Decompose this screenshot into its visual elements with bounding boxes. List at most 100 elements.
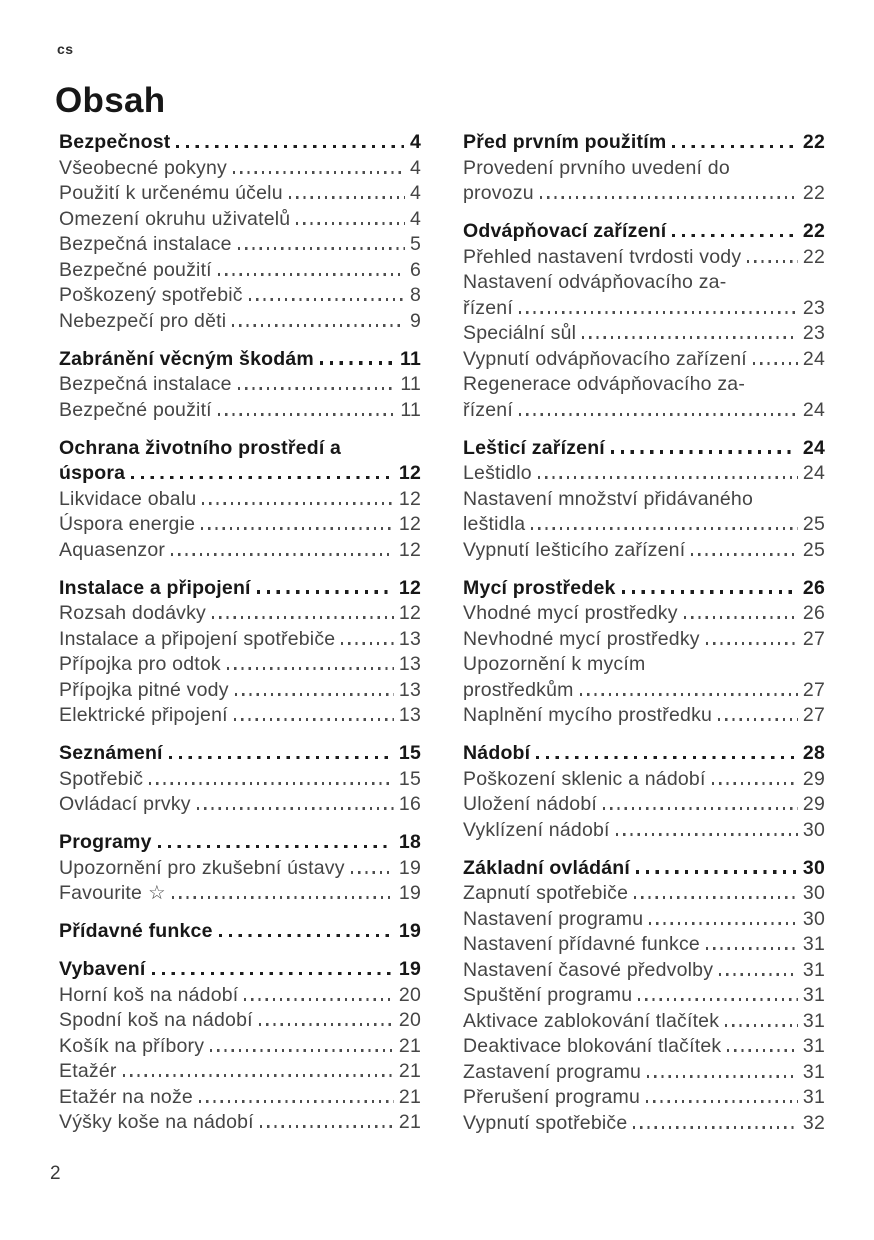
dot-leader: [537, 476, 798, 479]
dot-leader: [719, 972, 798, 976]
dot-leader: [672, 233, 797, 237]
dot-leader: [122, 1074, 394, 1077]
toc-entry: Vypnutí lešticího zařízení 25: [463, 538, 825, 564]
entry-label: Spuštění programu: [463, 984, 633, 1006]
entry-label: Spotřebič: [59, 767, 144, 790]
toc-entry: Nevhodné mycí prostředky 27: [463, 627, 825, 653]
entry-label: Vypnutí spotřebiče: [463, 1111, 628, 1134]
dot-leader: [610, 450, 797, 454]
toc-entry: Výšky koše na nádobí 21: [59, 1110, 421, 1136]
dot-leader: [157, 844, 393, 848]
toc-section: Mycí prostředek 26 Vhodné mycí prostředky 2…: [463, 576, 825, 729]
dot-leader: [196, 807, 394, 810]
dot-leader: [131, 475, 393, 479]
entry-label: Upozornění k mycím: [463, 653, 646, 675]
page-ref: 25: [802, 513, 825, 535]
entry-label: Aktivace zablokování tlačítek: [463, 1009, 720, 1032]
dot-leader: [633, 1125, 798, 1129]
toc-entry: Provedení prvního uvedení do: [463, 156, 825, 182]
page-ref: 30: [802, 882, 825, 904]
page-ref: 24: [802, 436, 825, 459]
dot-leader: [256, 590, 393, 594]
toc-entry: Uložení nádobí 29: [463, 792, 825, 818]
toc-section: Zabránění věcným škodám 11 Bezpečná instal…: [59, 347, 421, 424]
dot-leader: [210, 1048, 394, 1052]
dot-leader: [234, 692, 394, 696]
toc-entry: Vypnutí odvápňovacího zařízení 24: [463, 347, 825, 373]
entry-label: provozu: [463, 182, 534, 204]
toc-entry: Košík na příbory 21: [59, 1034, 421, 1060]
page-ref: 19: [398, 856, 421, 879]
page-ref: 30: [802, 818, 825, 841]
entry-label: Speciální sůl: [463, 322, 577, 344]
entry-label: Poškození sklenic a nádobí: [463, 767, 706, 790]
entry-label: Nastavení přídavné funkce: [463, 933, 700, 955]
dot-leader: [218, 933, 393, 937]
section-title: Přídavné funkce: [59, 920, 213, 942]
entry-label: Instalace a připojení spotřebiče: [59, 627, 336, 650]
page-ref: 31: [802, 1086, 825, 1108]
page-ref: 26: [802, 602, 825, 624]
toc-section-heading: Nádobí 28: [463, 741, 825, 767]
toc-entry: řízení 23: [463, 296, 825, 322]
entry-label: řízení: [463, 296, 513, 319]
entry-label: Košík na příbory: [59, 1034, 205, 1057]
toc-entry: Přípojka pro odtok 13: [59, 652, 421, 678]
entry-label: Přípojka pro odtok: [59, 653, 221, 675]
section-title: Bezpečnost: [59, 131, 171, 153]
page-ref: 13: [398, 627, 421, 650]
dot-leader: [350, 870, 394, 874]
toc-entry: Elektrické připojení 13: [59, 703, 421, 729]
page-ref: 27: [802, 678, 825, 701]
toc-entry: Nastavení množství přidávaného: [463, 487, 825, 513]
page-ref: 12: [398, 602, 421, 624]
page-ref: 15: [398, 742, 421, 764]
entry-label: Nevhodné mycí prostředky: [463, 627, 700, 650]
toc-section-heading: úspora 12: [59, 461, 421, 487]
toc-entry: Upozornění pro zkušební ústavy 19: [59, 856, 421, 882]
star-icon: ☆: [148, 882, 166, 904]
page-ref: 29: [802, 793, 825, 815]
toc-entry: Spodní koš na nádobí 20: [59, 1008, 421, 1034]
dot-leader: [198, 1099, 394, 1103]
page-ref: 16: [398, 793, 421, 815]
toc-entry: Likvidace obalu 12: [59, 487, 421, 513]
entry-label: Leštidlo: [463, 462, 532, 484]
entry-label: Zapnutí spotřebiče: [463, 882, 629, 904]
table-of-contents: Bezpečnost 4 Všeobecné pokyny 4 Použití k ur…: [59, 130, 825, 1136]
entry-label: Vhodné mycí prostředky: [463, 602, 678, 624]
dot-leader: [579, 692, 798, 696]
toc-entry: Nastavení přídavné funkce 31: [463, 932, 825, 958]
toc-entry: Ovládací prvky 16: [59, 792, 421, 818]
entry-label: leštidla: [463, 513, 526, 535]
section-title: Zabránění věcným škodám: [59, 347, 314, 370]
toc-column-left: Bezpečnost 4 Všeobecné pokyny 4 Použití k ur…: [59, 130, 421, 1136]
toc-section-heading: Seznámení 15: [59, 741, 421, 767]
dot-leader: [259, 1125, 394, 1128]
section-title: Instalace a připojení: [59, 576, 251, 599]
entry-label: Favourite: [59, 882, 143, 904]
entry-label: Ovládací prvky: [59, 793, 191, 815]
dot-leader: [168, 755, 393, 759]
section-title: Lešticí zařízení: [463, 436, 605, 459]
toc-entry: Instalace a připojení spotřebiče 13: [59, 627, 421, 653]
dot-leader: [638, 998, 798, 1001]
dot-leader: [176, 144, 404, 148]
dot-leader: [232, 323, 405, 327]
toc-entry: Bezpečná instalace 5: [59, 232, 421, 258]
toc-entry: Spotřebič 15: [59, 767, 421, 793]
toc-column-right: Před prvním použitím 22 Provedení prvního …: [463, 130, 825, 1136]
toc-section-heading: Před prvním použitím 22: [463, 130, 825, 156]
dot-leader: [171, 552, 394, 556]
section-title: Před prvním použitím: [463, 131, 667, 153]
page-ref: 31: [802, 1035, 825, 1057]
toc-section-heading: Ochrana životního prostředí a: [59, 436, 421, 462]
page-ref: 22: [802, 131, 825, 153]
dot-leader: [217, 272, 405, 276]
dot-leader: [747, 259, 798, 263]
page-ref: 21: [398, 1060, 421, 1082]
entry-label: Nastavení časové předvolby: [463, 958, 714, 981]
toc-entry: Rozsah dodávky 12: [59, 601, 421, 627]
dot-leader: [217, 412, 396, 416]
